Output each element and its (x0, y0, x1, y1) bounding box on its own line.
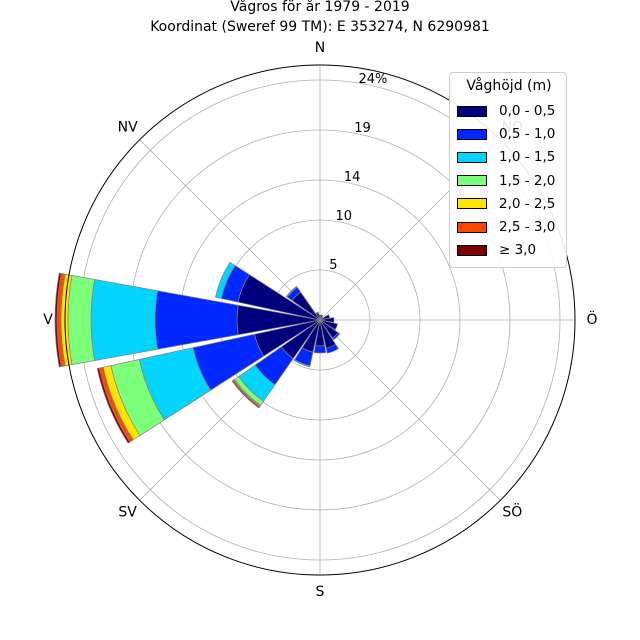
legend-label: 2,5 - 3,0 (499, 219, 556, 235)
chart-subtitle: Koordinat (Sweref 99 TM): E 353274, N 62… (150, 19, 490, 35)
direction-label: V (43, 312, 53, 328)
rose-bar-segment (315, 311, 319, 315)
rose-bar-segment (215, 261, 236, 299)
legend-title: Våghöjd (m) (466, 78, 552, 94)
radial-tick-label: 5 (329, 258, 337, 273)
rose-bar-segment (96, 367, 131, 444)
chart-title: Vågros för år 1979 - 2019 (230, 0, 410, 15)
direction-label: N (315, 40, 325, 56)
legend-entry: 1,0 - 1,5 (457, 149, 555, 165)
legend-swatch (457, 175, 487, 187)
legend-entry: 0,0 - 0,5 (457, 103, 555, 119)
direction-label: NV (118, 120, 138, 136)
rose-bar-segment (293, 359, 311, 368)
polar-grid (65, 65, 575, 575)
legend-entry: 1,5 - 2,0 (457, 173, 555, 189)
legend-label: 0,5 - 1,0 (499, 126, 556, 143)
legend-label: 0,0 - 0,5 (499, 103, 556, 119)
legend-label: 1,0 - 1,5 (499, 149, 556, 166)
legend-swatch (457, 244, 487, 256)
rose-bar-segment (67, 274, 96, 366)
rose-bar-segment (325, 343, 339, 354)
legend-swatch (457, 105, 487, 117)
radial-tick-label: 10 (336, 209, 353, 224)
legend-entry: 0,5 - 1,0 (457, 126, 555, 142)
rose-bar-segment (90, 279, 159, 361)
direction-label: SV (118, 504, 137, 520)
direction-label: Ö (586, 310, 597, 328)
rose-bar-segment (313, 345, 327, 354)
legend-entry: 2,5 - 3,0 (457, 219, 555, 235)
rose-bar-segment (332, 332, 341, 341)
legend: Våghöjd (m) 0,0 - 0,5 0,5 - 1,0 1,0 - 1,5 1… (449, 72, 567, 268)
grid-spoke (139, 139, 321, 321)
legend-swatch (457, 198, 487, 210)
legend-entry: ≥ 3,0 (457, 242, 536, 258)
legend-label: ≥ 3,0 (499, 242, 537, 259)
rose-bar-segment (54, 272, 62, 368)
rose-bars (54, 261, 341, 444)
direction-label: S (316, 584, 325, 600)
rose-bar-segment (285, 285, 298, 298)
rose-bar-segment (231, 380, 260, 409)
polar-frame (64, 64, 576, 576)
legend-swatch (457, 151, 487, 163)
direction-label: SÖ (502, 502, 522, 520)
legend-swatch (457, 128, 487, 140)
radial-tick-label: 19 (354, 121, 371, 136)
radial-tick-label: 24% (358, 72, 387, 87)
legend-label: 2,0 - 2,5 (499, 195, 556, 212)
legend-entry: 2,0 - 2,5 (457, 196, 555, 212)
grid-spoke (319, 319, 501, 501)
legend-label: 1,5 - 2,0 (499, 172, 556, 189)
radial-tick-label: 14 (344, 170, 361, 185)
legend-swatch (457, 221, 487, 233)
